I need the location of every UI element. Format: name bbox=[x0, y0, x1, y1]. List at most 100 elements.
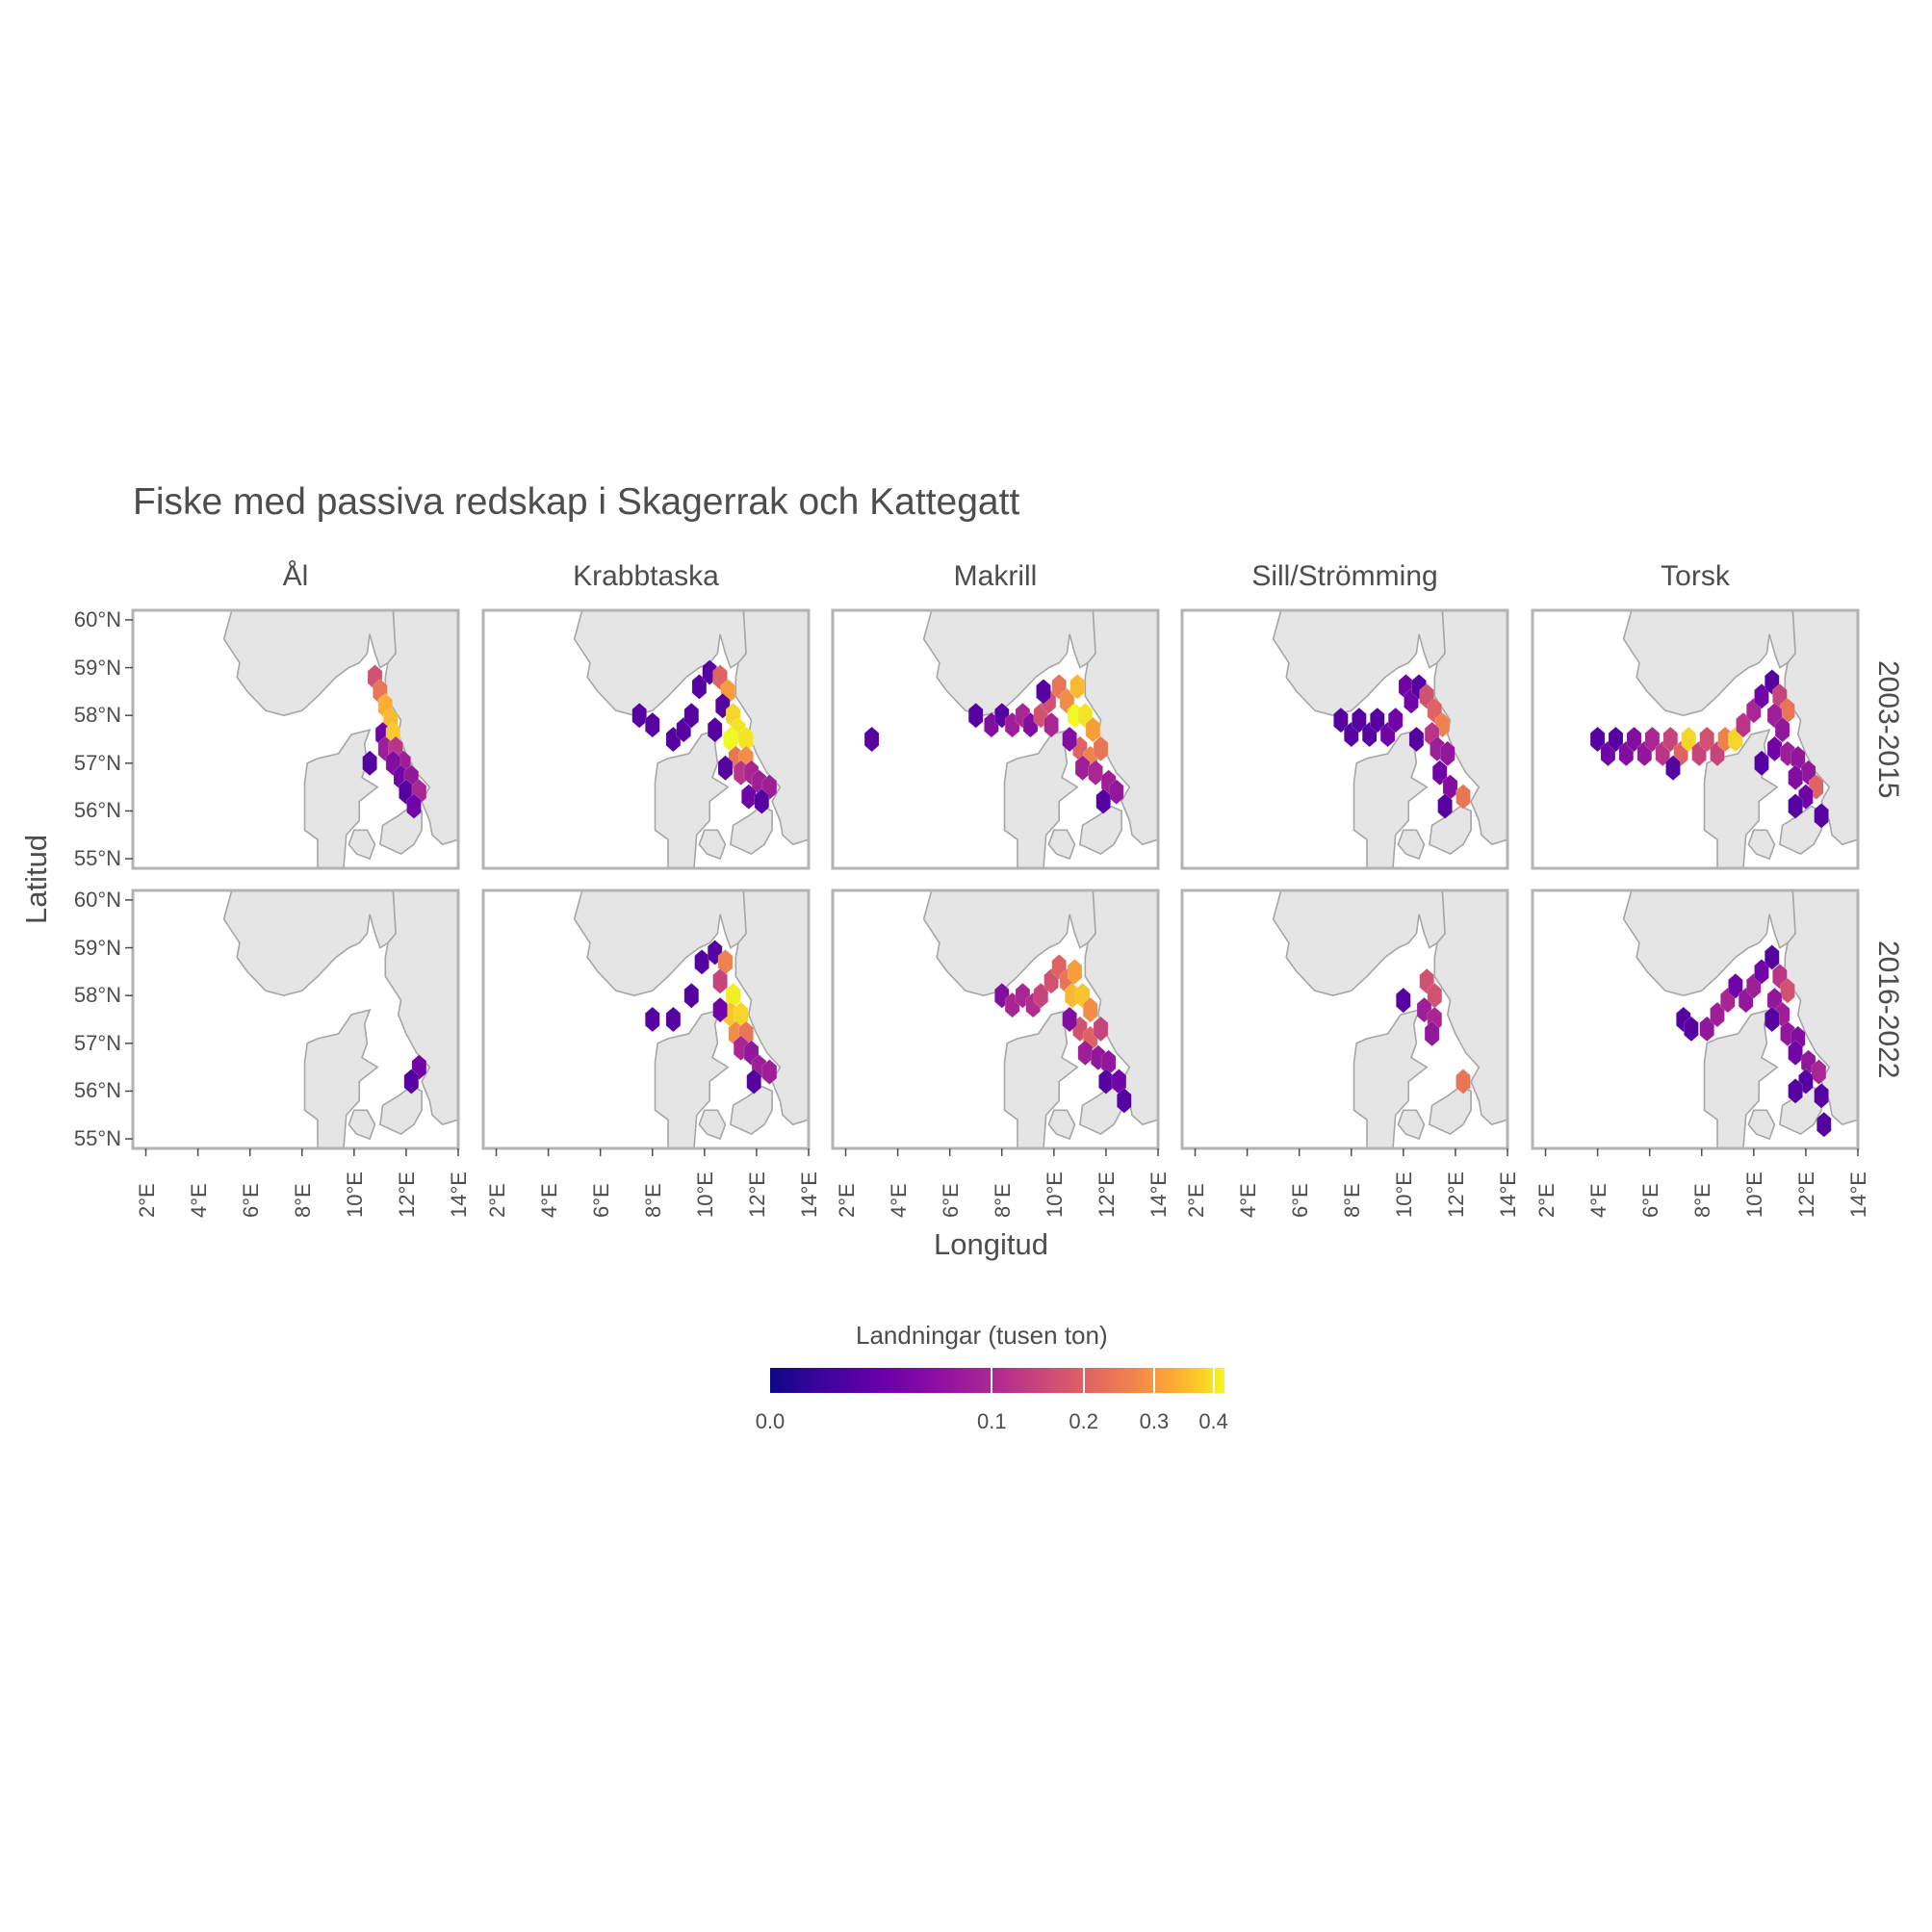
x-tick-label: 14°E bbox=[797, 1172, 821, 1218]
panel-border bbox=[831, 608, 1160, 870]
hex-cell bbox=[1398, 674, 1414, 700]
hex-cell bbox=[1370, 707, 1385, 734]
y-tick-label: 59°N bbox=[73, 655, 121, 680]
land-shape bbox=[1779, 805, 1822, 856]
facet-strip-label: Krabbtaska bbox=[573, 560, 719, 592]
land-shape bbox=[1079, 805, 1122, 856]
hex-cell bbox=[1352, 707, 1367, 734]
hex-cell bbox=[1644, 726, 1661, 753]
land-shape bbox=[1429, 805, 1472, 856]
hex-cell bbox=[1396, 987, 1411, 1014]
hex-cell bbox=[1816, 1111, 1832, 1138]
hex-cell bbox=[1059, 967, 1075, 994]
hex-cell bbox=[1093, 1016, 1109, 1043]
hex-cell bbox=[1798, 784, 1814, 810]
hex-cell bbox=[399, 779, 414, 805]
hex-cell bbox=[1772, 683, 1788, 709]
map-panel-0-0 bbox=[125, 608, 460, 870]
hex-cell bbox=[1774, 716, 1790, 743]
hex-cell bbox=[1427, 1006, 1443, 1033]
hex-cell bbox=[1408, 726, 1425, 753]
land-shape bbox=[730, 1085, 773, 1136]
hex-cell bbox=[1093, 735, 1109, 762]
land-shape bbox=[222, 610, 397, 717]
land-shape bbox=[379, 805, 423, 856]
hex-cell bbox=[738, 745, 754, 772]
hex-cell bbox=[994, 702, 1010, 729]
hex-cell bbox=[1062, 726, 1077, 753]
land-shape bbox=[1429, 1085, 1472, 1136]
hex-cell bbox=[723, 1001, 738, 1028]
hex-cell bbox=[1754, 959, 1769, 985]
y-tick-label: 58°N bbox=[73, 983, 121, 1008]
land-shape bbox=[1397, 829, 1426, 861]
hex-cell bbox=[683, 982, 700, 1009]
x-tick-label: 10°E bbox=[692, 1172, 717, 1218]
hex-cell bbox=[1676, 1006, 1691, 1033]
x-tick-label: 14°E bbox=[1146, 1172, 1171, 1218]
legend-tick-mark bbox=[1212, 1368, 1215, 1393]
hex-cell bbox=[1746, 972, 1762, 999]
land-shape bbox=[384, 890, 458, 1126]
hex-cell bbox=[761, 1059, 778, 1085]
land-shape bbox=[1784, 610, 1858, 846]
x-tick-label: 12°E bbox=[744, 1172, 769, 1218]
land-shape bbox=[1703, 728, 1779, 868]
x-tick-label: 8°E bbox=[640, 1183, 665, 1218]
hex-cell bbox=[403, 764, 420, 791]
hex-cell bbox=[1043, 711, 1059, 738]
hex-cell bbox=[1419, 683, 1434, 709]
x-axis-title: Longitud bbox=[934, 1227, 1048, 1261]
hex-cell bbox=[1736, 711, 1751, 738]
x-tick-label: 4°E bbox=[886, 1183, 911, 1218]
hex-cell bbox=[1665, 755, 1681, 782]
land-shape bbox=[573, 610, 747, 717]
land-shape bbox=[1747, 829, 1776, 861]
hex-cell bbox=[1717, 726, 1733, 753]
hex-cell bbox=[411, 1054, 427, 1080]
map-panel-4-0 bbox=[1531, 608, 1860, 870]
hex-cell bbox=[712, 996, 728, 1023]
hex-cell bbox=[1765, 1006, 1780, 1033]
legend-tick-mark bbox=[991, 1368, 993, 1393]
x-tick-label: 10°E bbox=[1391, 1172, 1416, 1218]
land-shape bbox=[922, 890, 1096, 997]
hex-cell bbox=[1766, 735, 1783, 762]
hex-cell bbox=[746, 1069, 762, 1095]
hex-cell bbox=[1416, 996, 1432, 1023]
facet-row-label: 2016-2022 bbox=[1872, 940, 1904, 1079]
hex-cell bbox=[1814, 803, 1829, 829]
hex-cell bbox=[1691, 740, 1707, 767]
hex-cell bbox=[1095, 788, 1111, 814]
y-tick-label: 57°N bbox=[73, 750, 121, 775]
hex-cell bbox=[1427, 982, 1443, 1009]
panel-border bbox=[1180, 608, 1509, 870]
map-panel-4-1 bbox=[1531, 889, 1860, 1156]
hex-cell bbox=[733, 1035, 749, 1062]
hex-cell bbox=[1600, 740, 1616, 767]
hex-cell bbox=[665, 1006, 682, 1033]
hex-cell bbox=[1738, 987, 1754, 1014]
facet-strip-label: Makrill bbox=[953, 560, 1038, 592]
hex-cell bbox=[1780, 740, 1795, 767]
hex-cell bbox=[1728, 972, 1743, 999]
hex-cell bbox=[1088, 760, 1103, 786]
hex-cell bbox=[1098, 1069, 1114, 1095]
legend-title: Landningar (tusen ton) bbox=[856, 1321, 1108, 1350]
hex-cell bbox=[1636, 740, 1653, 767]
hex-cell bbox=[1788, 1078, 1803, 1104]
y-axis-title: Latitud bbox=[19, 834, 53, 924]
legend-tick-mark bbox=[1152, 1368, 1155, 1393]
x-tick-label: 4°E bbox=[536, 1183, 561, 1218]
hex-cell bbox=[1754, 683, 1769, 709]
hex-cell bbox=[683, 702, 700, 729]
hex-cell bbox=[382, 707, 399, 734]
hex-cell bbox=[1710, 1001, 1725, 1028]
hex-cell bbox=[728, 1020, 744, 1047]
hex-cell bbox=[1746, 697, 1762, 724]
y-tick-label: 59°N bbox=[73, 935, 121, 960]
hex-cell bbox=[1082, 996, 1098, 1023]
land-shape bbox=[654, 1008, 730, 1148]
hex-cell bbox=[1655, 740, 1670, 767]
